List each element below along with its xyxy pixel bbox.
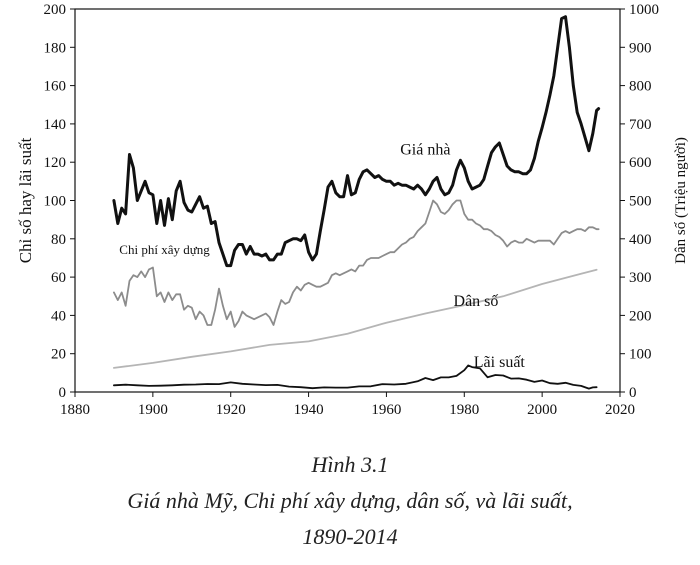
- y-tick-label-left: 120: [44, 155, 67, 171]
- y-tick-label-left: 20: [51, 347, 66, 363]
- x-tick-label: 1920: [216, 402, 246, 418]
- line-chart: 1880 1900 1920 1940 1960 1980 2000 202002040608…: [16, 2, 689, 418]
- y-tick-label-left: 80: [51, 232, 66, 248]
- x-tick-label: 1900: [138, 402, 168, 418]
- y-tick-label-right: 300: [629, 270, 652, 286]
- series-line-1: [113, 199, 600, 328]
- series-annotation: Giá nhà: [400, 142, 450, 159]
- y-tick-label-left: 200: [44, 2, 67, 18]
- y-tick-label-left: 0: [59, 385, 67, 401]
- y-tick-label-right: 400: [629, 232, 652, 248]
- y-tick-label-right: 100: [629, 347, 652, 363]
- axis-ticks: 1880 1900 1920 1940 1960 1980 2000 202002040608…: [44, 2, 660, 418]
- y-tick-label-right: 0: [629, 385, 637, 401]
- y-tick-label-left: 100: [44, 194, 67, 210]
- series-line-3: [113, 364, 598, 390]
- series-lines: [112, 15, 601, 390]
- y-tick-label-left: 180: [44, 40, 67, 56]
- y-tick-label-right: 600: [629, 155, 652, 171]
- series-annotation: Lãi suất: [474, 354, 526, 371]
- figure-years: 1890-2014: [302, 524, 398, 549]
- x-tick-label: 1880: [60, 402, 90, 418]
- figure-label: Hình 3.1: [311, 452, 389, 477]
- series-line-2: [113, 268, 598, 369]
- y-tick-label-right: 500: [629, 194, 652, 210]
- y-tick-label-right: 700: [629, 117, 652, 133]
- x-tick-label: 2020: [605, 402, 635, 418]
- y-tick-label-left: 160: [44, 79, 67, 95]
- y-tick-label-left: 140: [44, 117, 67, 133]
- series-annotation: Chi phí xây dựng: [119, 242, 210, 257]
- y-tick-label-right: 200: [629, 308, 652, 324]
- y-tick-label-left: 40: [51, 308, 66, 324]
- series-line-0: [112, 15, 601, 268]
- x-tick-label: 1960: [371, 402, 401, 418]
- x-tick-label: 2000: [527, 402, 557, 418]
- y-tick-label-right: 1000: [629, 2, 659, 18]
- y-tick-label-right: 800: [629, 79, 652, 95]
- y-axis-label-left: Chỉ số hay lãi suất: [16, 137, 35, 263]
- y-tick-label-left: 60: [51, 270, 66, 286]
- x-tick-label: 1980: [449, 402, 479, 418]
- series-annotation: Dân số: [454, 293, 499, 310]
- y-axis-label-right: Dân số (Triệu người): [673, 137, 689, 264]
- figure-title: Giá nhà Mỹ, Chi phí xây dựng, dân số, và…: [127, 488, 573, 513]
- series-annotations: Giá nhà Chi phí xây dựng Dân số Lãi suất: [119, 142, 525, 372]
- x-tick-label: 1940: [294, 402, 324, 418]
- y-tick-label-right: 900: [629, 40, 652, 56]
